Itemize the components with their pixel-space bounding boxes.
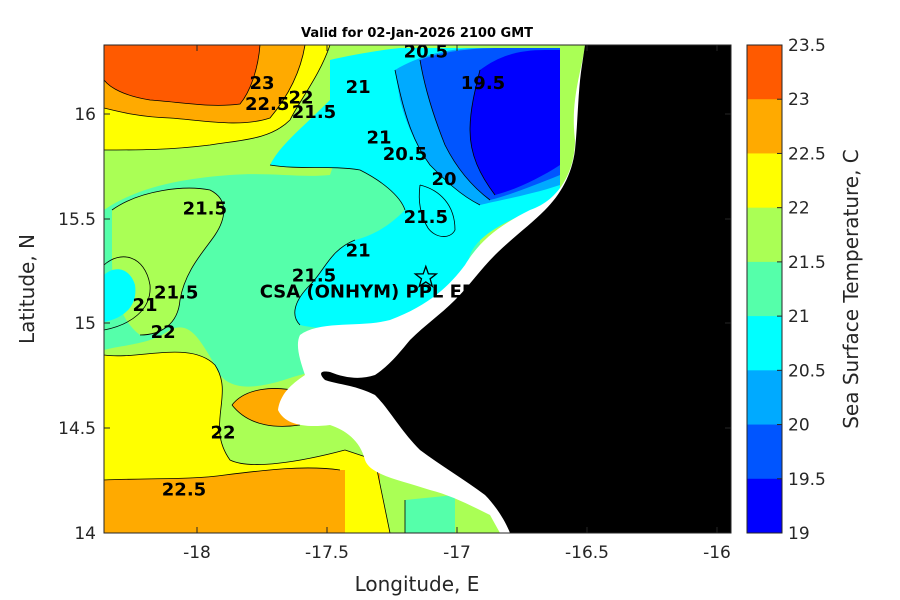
colorbar-tick-label: 21.5	[788, 253, 826, 273]
contour-label: 23	[249, 73, 274, 94]
land-mass	[321, 45, 731, 533]
contour-label: 21	[132, 295, 157, 316]
colorbar-band	[747, 153, 782, 209]
x-axis-label: Longitude, E	[355, 572, 480, 596]
y-tick-label: 16	[74, 105, 96, 125]
colorbar-band	[747, 261, 782, 317]
map-title: Valid for 02-Jan-2026 2100 GMT	[301, 26, 533, 41]
colorbar-tick-label: 22.5	[788, 144, 826, 164]
colorbar: 23.5 23 22.5 22 21.5 21 20.5 20 19.5 19 Sea Surfa…	[746, 36, 863, 544]
contour-label: 21	[346, 77, 371, 98]
x-tick-label: -16.5	[565, 543, 609, 563]
y-tick-label: 14.5	[58, 419, 96, 439]
sst-band-23-5-north	[104, 45, 260, 106]
colorbar-tick-label: 21	[788, 307, 810, 327]
colorbar-band	[747, 207, 782, 263]
colorbar-bands	[747, 45, 782, 534]
y-axis: 16 15.5 15 14.5 14 Latitude, N	[15, 105, 731, 544]
y-tick-label: 14	[74, 524, 96, 544]
colorbar-tick-label: 19	[788, 524, 810, 544]
contour-label: 20.5	[383, 144, 427, 165]
contour-label: 22	[151, 322, 176, 343]
star-outline-icon	[413, 264, 439, 288]
colorbar-tick-label: 20.5	[788, 361, 826, 381]
contour-label: 22	[288, 88, 313, 109]
x-tick-label: -18	[183, 543, 211, 563]
colorbar-band	[747, 424, 782, 480]
contour-label: 21	[346, 241, 371, 262]
contour-label: 21.5	[292, 266, 336, 287]
contour-label: 21	[366, 127, 391, 148]
colorbar-label: Sea Surface Temperature, C	[839, 149, 863, 429]
sst-band-22-inner	[112, 188, 224, 335]
contour-label: 20.5	[404, 41, 448, 62]
contour-label: 22.5	[245, 94, 289, 115]
colorbar-band	[747, 45, 782, 100]
map-axes-frame	[103, 44, 732, 534]
colorbar-band	[747, 99, 782, 154]
colorbar-tick-label: 22	[788, 199, 810, 219]
sst-band-22-5-strip	[345, 450, 390, 533]
colorbar-ticks: 23.5 23 22.5 22 21.5 21 20.5 20 19.5 19	[777, 36, 826, 544]
x-tick-label: -16	[703, 543, 731, 563]
x-tick-label: -17	[443, 543, 471, 563]
x-tick-label: -17.5	[305, 543, 349, 563]
contour-label: 20	[431, 169, 456, 190]
contour-label: 21.5	[183, 199, 227, 220]
contour-label: 21.5	[404, 207, 448, 228]
colorbar-tick-label: 20	[788, 416, 810, 436]
sst-band-23-south	[104, 467, 380, 533]
contour-label: 21.5	[154, 282, 198, 303]
sst-band-19-5	[470, 50, 560, 195]
colorbar-tick-label: 23.5	[788, 36, 826, 56]
colorbar-band	[747, 316, 782, 371]
sst-band-21-west	[104, 269, 136, 322]
contour-label: 21.5	[292, 102, 336, 123]
contour-label: 22	[210, 423, 235, 444]
y-axis-label: Latitude, N	[15, 234, 39, 344]
site-marker: CSA (ONHYM) PPL ER	[260, 264, 476, 302]
contour-label: 22.5	[162, 479, 206, 500]
contour-lines	[104, 45, 496, 533]
site-label: CSA (ONHYM) PPL ER	[260, 281, 476, 302]
y-tick-label: 15	[74, 314, 96, 334]
colorbar-tick-label: 19.5	[788, 470, 826, 490]
colorbar-frame	[746, 44, 783, 534]
contour-label: 19.5	[461, 73, 505, 94]
sst-band-21-5-strip	[405, 495, 455, 533]
y-tick-label: 15.5	[58, 210, 96, 230]
colorbar-band	[747, 478, 782, 534]
colorbar-tick-label: 23	[788, 90, 810, 110]
colorbar-band	[747, 370, 782, 426]
x-axis: -18 -17.5 -17 -16.5 -16 Longitude, E	[183, 45, 731, 596]
